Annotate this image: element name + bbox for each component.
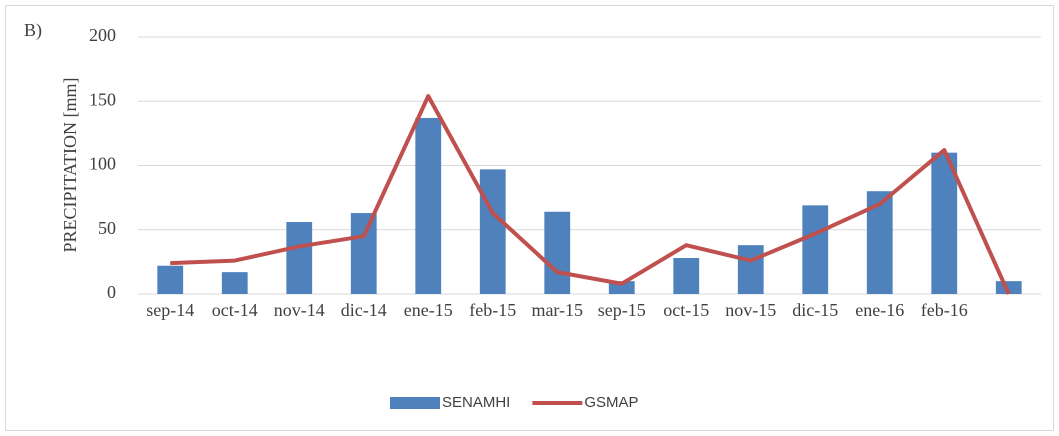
bar (221, 272, 248, 294)
bar (931, 152, 958, 294)
x-tick-label: dic-14 (341, 300, 387, 320)
y-tick-label: 150 (89, 89, 116, 109)
x-tick-label: feb-16 (921, 300, 968, 320)
bar (737, 245, 764, 294)
y-tick-label: 50 (98, 218, 116, 238)
x-tick-label: ene-16 (855, 300, 904, 320)
bar (286, 222, 313, 294)
x-tick-label: dic-15 (792, 300, 838, 320)
x-tick-label: sep-15 (598, 300, 646, 320)
x-tick-label: nov-15 (725, 300, 776, 320)
legend-swatch (390, 397, 440, 409)
legend-label: GSMAP (584, 394, 638, 411)
x-tick-label: oct-15 (663, 300, 709, 320)
bar (479, 169, 506, 294)
bar (350, 213, 377, 294)
line (170, 94, 1011, 295)
bar (673, 258, 700, 294)
y-tick-label: 100 (89, 154, 116, 174)
x-tick-label: mar-15 (531, 300, 583, 320)
x-tick-label: feb-15 (469, 300, 516, 320)
x-tick-label: nov-14 (274, 300, 325, 320)
bar (415, 117, 442, 294)
x-tick-label: sep-14 (146, 300, 194, 320)
chart-border (5, 5, 1054, 431)
legend-label: SENAMHI (442, 394, 510, 411)
x-tick-label: oct-14 (212, 300, 258, 320)
y-axis-label: PRECIPITATION [mm] (60, 77, 80, 252)
bar (544, 211, 571, 294)
bar (157, 265, 184, 294)
x-tick-label: ene-15 (404, 300, 453, 320)
y-tick-label: 0 (107, 282, 116, 302)
panel-label: B) (24, 20, 42, 41)
y-tick-label: 200 (89, 25, 116, 45)
bar (802, 205, 829, 294)
